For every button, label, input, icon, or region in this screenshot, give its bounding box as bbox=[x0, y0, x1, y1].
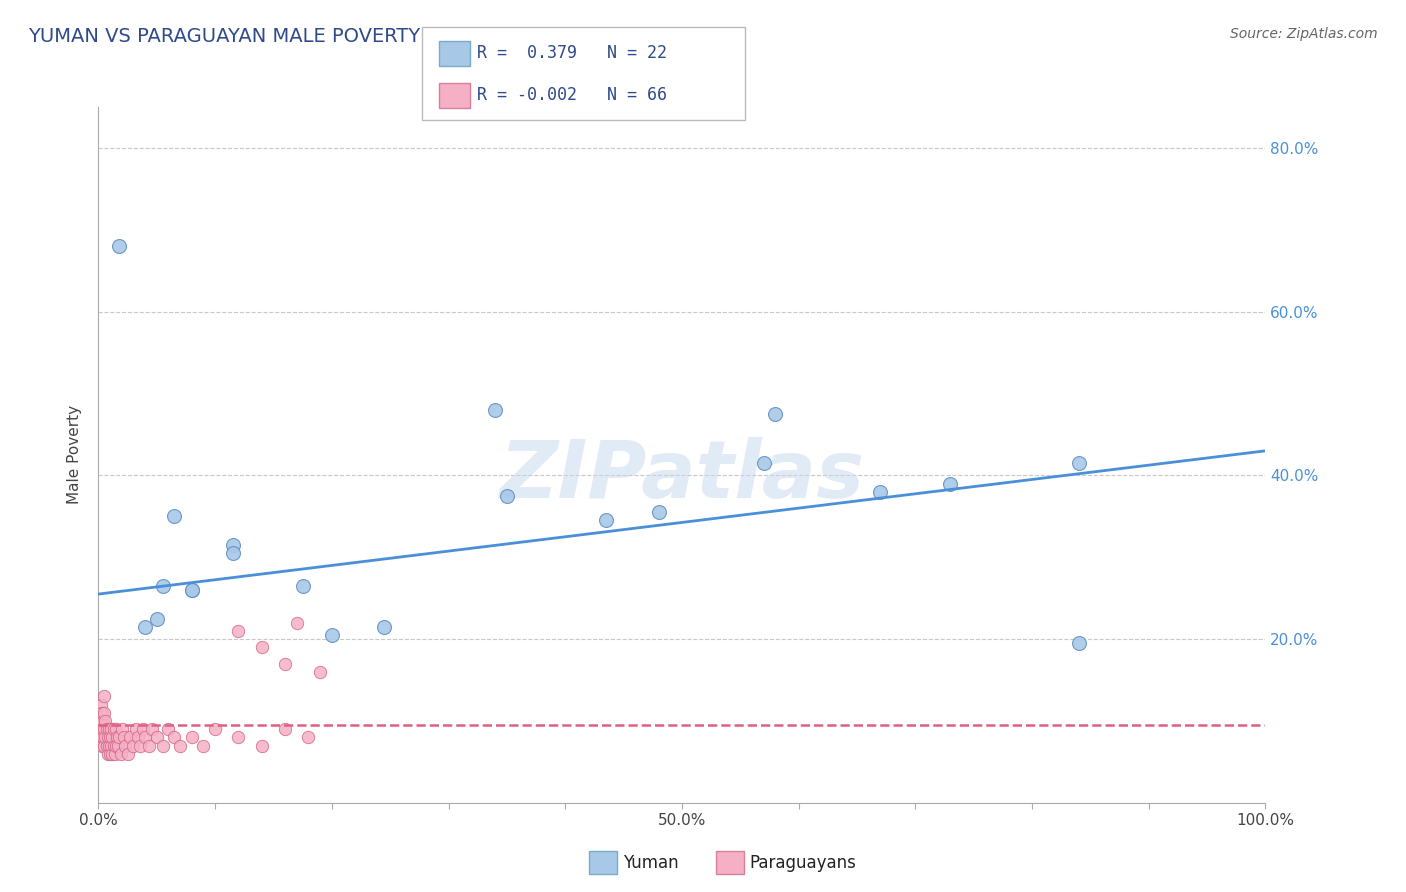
Point bbox=[146, 731, 169, 745]
Point bbox=[221, 546, 243, 560]
Point bbox=[141, 722, 163, 736]
Point bbox=[163, 509, 186, 524]
Point bbox=[96, 722, 118, 736]
Point bbox=[495, 489, 517, 503]
Point bbox=[274, 722, 297, 736]
Point bbox=[1067, 636, 1090, 650]
Point bbox=[91, 731, 114, 745]
Point bbox=[157, 722, 180, 736]
Point bbox=[100, 722, 122, 736]
Point bbox=[221, 538, 243, 552]
Point bbox=[104, 722, 127, 736]
Point bbox=[274, 657, 297, 671]
Point bbox=[647, 505, 669, 519]
Point bbox=[104, 747, 127, 761]
Point bbox=[939, 476, 962, 491]
Point bbox=[90, 706, 112, 720]
Point bbox=[152, 739, 174, 753]
Point bbox=[163, 731, 186, 745]
Point bbox=[595, 513, 617, 527]
Point bbox=[169, 739, 191, 753]
Point bbox=[103, 722, 125, 736]
Point bbox=[97, 731, 120, 745]
Point bbox=[101, 747, 124, 761]
Point bbox=[285, 615, 308, 630]
Point bbox=[93, 690, 115, 704]
Point bbox=[297, 731, 319, 745]
Point bbox=[132, 722, 155, 736]
Point bbox=[91, 714, 114, 728]
Point bbox=[90, 739, 112, 753]
Point bbox=[114, 739, 136, 753]
Point bbox=[118, 731, 141, 745]
Point bbox=[101, 731, 124, 745]
Point bbox=[107, 739, 129, 753]
Point bbox=[180, 582, 202, 597]
Point bbox=[90, 731, 112, 745]
Point bbox=[134, 731, 156, 745]
Point bbox=[763, 407, 786, 421]
Point bbox=[90, 706, 112, 720]
Point bbox=[228, 624, 250, 638]
Text: R =  0.379   N = 22: R = 0.379 N = 22 bbox=[477, 44, 666, 62]
Text: Yuman: Yuman bbox=[623, 854, 679, 871]
Text: Paraguayans: Paraguayans bbox=[749, 854, 856, 871]
Point bbox=[309, 665, 332, 679]
Point bbox=[90, 714, 112, 728]
Point bbox=[1067, 456, 1090, 470]
Point bbox=[134, 620, 156, 634]
Point bbox=[228, 731, 250, 745]
Point bbox=[98, 731, 121, 745]
Point bbox=[94, 714, 117, 728]
Point bbox=[100, 739, 122, 753]
Point bbox=[204, 722, 226, 736]
Point bbox=[138, 739, 160, 753]
Point bbox=[97, 747, 120, 761]
Point bbox=[93, 722, 115, 736]
Point bbox=[180, 582, 202, 597]
Point bbox=[111, 722, 134, 736]
Point bbox=[94, 731, 117, 745]
Point bbox=[96, 739, 118, 753]
Point bbox=[98, 747, 121, 761]
Point bbox=[373, 620, 395, 634]
Point bbox=[108, 731, 131, 745]
Point bbox=[108, 239, 131, 253]
Point bbox=[129, 739, 152, 753]
Point bbox=[193, 739, 215, 753]
Y-axis label: Male Poverty: Male Poverty bbox=[67, 405, 83, 505]
Point bbox=[110, 747, 132, 761]
Point bbox=[321, 628, 343, 642]
Point bbox=[125, 722, 148, 736]
Point bbox=[752, 456, 775, 470]
Point bbox=[97, 722, 120, 736]
Point bbox=[90, 722, 112, 736]
Point bbox=[105, 731, 128, 745]
Point bbox=[104, 739, 127, 753]
Point bbox=[869, 484, 891, 499]
Point bbox=[152, 579, 174, 593]
Point bbox=[127, 731, 149, 745]
Text: Source: ZipAtlas.com: Source: ZipAtlas.com bbox=[1230, 27, 1378, 41]
Point bbox=[484, 403, 506, 417]
Point bbox=[146, 612, 169, 626]
Point bbox=[93, 739, 115, 753]
Text: ZIPatlas: ZIPatlas bbox=[499, 437, 865, 515]
Text: YUMAN VS PARAGUAYAN MALE POVERTY CORRELATION CHART: YUMAN VS PARAGUAYAN MALE POVERTY CORRELA… bbox=[28, 27, 637, 45]
Point bbox=[103, 739, 125, 753]
Point bbox=[250, 640, 273, 655]
Point bbox=[112, 731, 135, 745]
Point bbox=[180, 731, 202, 745]
Point bbox=[117, 747, 139, 761]
Point bbox=[93, 706, 115, 720]
Text: R = -0.002   N = 66: R = -0.002 N = 66 bbox=[477, 87, 666, 104]
Point bbox=[291, 579, 314, 593]
Point bbox=[250, 739, 273, 753]
Point bbox=[122, 739, 145, 753]
Point bbox=[90, 698, 112, 712]
Point bbox=[97, 739, 120, 753]
